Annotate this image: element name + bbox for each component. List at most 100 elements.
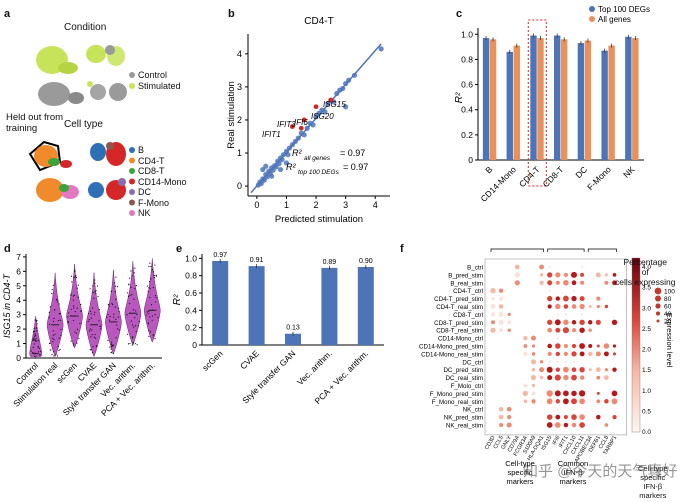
chart-f-dot [546,390,553,397]
chart-b-ytick-label: 0 [237,181,242,191]
chart-d-jitter-point [76,342,78,344]
chart-d-jitter-point [126,314,128,316]
chart-d-jitter-point [110,341,113,343]
watermark: 知乎 @今天的天气真好 [523,463,678,480]
chart-d-jitter-point [117,307,120,309]
chart-d-jitter-point [33,338,35,340]
chart-d-jitter-point [108,305,110,307]
chart-f-dot [523,335,528,341]
chart-f-row-label: CD8-T_pred_stim [434,320,483,327]
chart-d-jitter-point [80,303,82,306]
chart-d-jitter-point [57,345,59,348]
chart-d-jitter-point [70,275,73,277]
chart-f-group-label-1: Cell-type [505,459,535,468]
chart-f-row-label: B_real_stim [450,280,483,287]
chart-d-jitter-point [71,281,73,283]
chart-d-jitter-point [72,305,75,307]
chart-b-point [316,110,322,116]
chart-d-jitter-point [134,343,137,345]
chart-d-jitter-point [154,295,157,297]
chart-f-dot [530,359,537,365]
chart-d-jitter-point [37,346,39,348]
chart-f-colorbar-tick: 4.0 [642,264,651,271]
chart-e-ytick-label: 0.6 [185,288,197,298]
chart-f-dot [506,422,512,428]
chart-d-jitter-point [70,294,72,297]
chart-f-row-label: CD4-T_real_stim [436,304,483,311]
chart-f-dot [498,406,504,412]
chart-f-dot [612,280,617,286]
legend-dot-dc [129,189,135,195]
chart-f-dot [604,273,608,277]
chart-b-highlight-point [328,97,334,103]
chart-f-row-label: NK_pred_stim [444,415,483,422]
chart-d-jitter-point [152,286,154,289]
chart-d-jitter-point [109,346,111,348]
legend-dot-cd14mono [129,178,135,185]
chart-f-dot [556,360,559,363]
chart-d-jitter-point [70,293,72,295]
chart-f-dot [531,368,536,372]
chart-d-jitter-point [112,353,114,355]
chart-c-ylabel: R² [454,92,465,103]
chart-f-dot [581,313,584,316]
chart-f-dot [596,414,601,420]
chart-f-row-label: CD8-T_ctrl [453,312,483,319]
chart-b-r2-top-sub: top 100 DEGs [298,169,340,176]
chart-d-jitter-point [34,330,36,332]
chart-d-jitter-point [59,319,61,321]
chart-f-dot [580,272,585,277]
chart-e-value-label: 0.89 [323,259,337,266]
chart-c-ytick-label: 0.2 [461,130,473,140]
chart-d-jitter-point [35,320,38,322]
chart-d-jitter-point [128,303,131,305]
chart-b-point [340,85,346,92]
chart-f-dot [581,266,584,268]
chart-d-jitter-point [130,320,132,322]
chart-d-jitter-point [150,265,152,268]
chart-d-jitter-point [94,337,97,339]
chart-d-jitter-point [76,287,78,289]
chart-f-group-label-1: specific [507,468,532,477]
chart-f-dot [523,351,528,357]
chart-d-jitter-point [70,340,72,342]
chart-d-jitter-point [131,324,134,326]
celltype-title: Cell type [64,119,103,130]
chart-d-jitter-point [59,312,61,315]
panel-b-letter: b [228,8,235,20]
chart-b-point [260,166,266,173]
chart-d-jitter-point [151,319,153,321]
chart-b-point [286,145,293,151]
chart-b-point [378,46,384,52]
chart-d-jitter-point [134,288,136,290]
legend-dot-fmono [129,199,135,206]
chart-f-dot [570,271,578,278]
chart-d-jitter-point [116,324,118,326]
chart-f-dot [554,319,561,326]
chart-f-dot [571,280,577,286]
chart-d-jitter-point [89,310,92,312]
chart-f-dot [587,320,593,325]
chart-f-size-dot [655,303,661,309]
chart-f-dot [514,272,520,278]
chart-b-point [280,152,287,158]
chart-d-jitter-point [94,333,96,336]
chart-b-title: CD4-T [304,16,333,27]
chart-f-dot [603,375,609,381]
chart-b-point [283,160,290,166]
chart-d-ytick-label: 2 [16,324,21,334]
chart-d-jitter-point [128,283,130,285]
chart-d-jitter-point [115,318,117,320]
chart-d-jitter-point [132,337,134,339]
chart-d-jitter-point [110,348,112,350]
chart-f-dot [596,296,601,301]
panel-d-letter: d [4,243,11,255]
chart-d-jitter-point [155,301,157,303]
chart-f-dot [530,374,537,381]
chart-d-jitter-point [55,353,57,355]
chart-f-dot [604,423,609,427]
chart-c-bar [482,38,490,160]
chart-f-dot [539,367,545,373]
chart-d-jitter-point [148,310,150,312]
